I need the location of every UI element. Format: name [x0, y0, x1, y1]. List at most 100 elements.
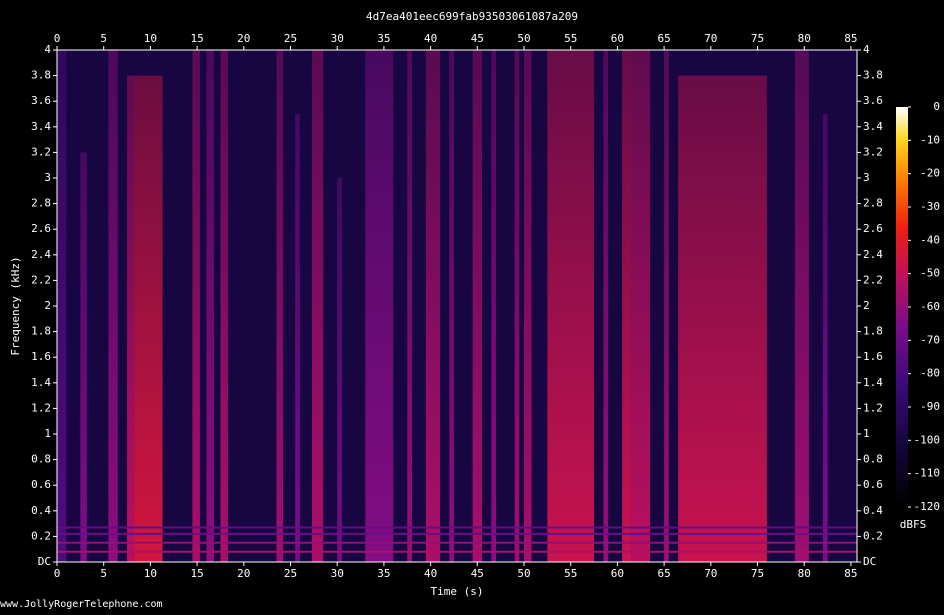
- y-tick-label: 2.2: [863, 273, 883, 286]
- chart-title: 4d7ea401eec699fab93503061087a209: [366, 10, 578, 23]
- y-tick-label: 2.8: [863, 197, 883, 210]
- y-tick-label: 0.6: [863, 478, 883, 491]
- x-tick-label: 45: [471, 567, 484, 580]
- x-tick-label: 65: [657, 32, 670, 45]
- colorbar-tick-label: -70: [920, 333, 940, 346]
- spectral-event: [407, 50, 412, 562]
- colorbar-tick-label: -40: [920, 233, 940, 246]
- y-tick-label: 3.2: [31, 145, 51, 158]
- x-tick-label: 65: [657, 567, 670, 580]
- colorbar-tick-label: -120: [914, 500, 941, 513]
- y-tick-label: 0.6: [31, 478, 51, 491]
- colorbar-label: dBFS: [900, 518, 927, 531]
- y-tick-label: 1.4: [863, 376, 883, 389]
- colorbar-tick-label: -60: [920, 300, 940, 313]
- colorbar-tick-label: -100: [914, 433, 941, 446]
- y-tick-label: 2: [863, 299, 870, 312]
- colorbar-tick-label: -80: [920, 367, 940, 380]
- x-tick-label: 20: [237, 567, 250, 580]
- y-tick-label: 2: [44, 299, 51, 312]
- y-tick-label: 2.8: [31, 197, 51, 210]
- x-tick-label: 10: [144, 32, 157, 45]
- spectral-event: [134, 75, 163, 562]
- spectral-event: [514, 50, 520, 562]
- colorbar-tick-label: -110: [914, 467, 941, 480]
- y-tick-label: 2.6: [863, 222, 883, 235]
- x-tick-label: 55: [564, 32, 577, 45]
- y-tick-label: 3.8: [863, 69, 883, 82]
- colorbar-tick-label: 0: [933, 100, 940, 113]
- y-tick-label: 3.4: [863, 120, 883, 133]
- plot-area: [57, 50, 857, 562]
- x-tick-label: 30: [331, 32, 344, 45]
- y-tick-label: 0.2: [863, 529, 883, 542]
- x-tick-label: 70: [704, 567, 717, 580]
- y-tick-label: 1.8: [863, 325, 883, 338]
- y-tick-label: 0.4: [31, 504, 51, 517]
- spectral-event: [206, 50, 214, 562]
- spectral-event: [57, 50, 67, 562]
- y-tick-label: 1.8: [31, 325, 51, 338]
- spectral-event: [425, 50, 440, 562]
- y-tick-label: DC: [38, 555, 51, 568]
- colorbar-tick-label: -20: [920, 167, 940, 180]
- x-tick-label: 50: [517, 32, 530, 45]
- spectral-event: [547, 50, 595, 562]
- x-tick-label: 80: [798, 567, 811, 580]
- y-tick-label: DC: [863, 555, 876, 568]
- spectral-event: [794, 50, 809, 562]
- colorbar-tick-label: -90: [920, 400, 940, 413]
- x-tick-label: 55: [564, 567, 577, 580]
- x-tick-label: 50: [517, 567, 530, 580]
- x-tick-label: 25: [284, 567, 297, 580]
- spectral-event: [603, 50, 609, 562]
- x-tick-label: 60: [611, 32, 624, 45]
- x-tick-label: 10: [144, 567, 157, 580]
- spectral-event: [822, 114, 828, 562]
- footer: www.JollyRogerTelephone.com: [0, 599, 163, 610]
- colorbar-tick-label: -30: [920, 200, 940, 213]
- spectral-event: [631, 50, 651, 562]
- y-tick-label: 1.4: [31, 376, 51, 389]
- x-tick-label: 80: [798, 32, 811, 45]
- y-tick-label: 1.6: [863, 350, 883, 363]
- x-tick-label: 75: [751, 32, 764, 45]
- y-tick-label: 3: [863, 171, 870, 184]
- y-tick-label: 1.2: [863, 401, 883, 414]
- y-tick-label: 4: [863, 43, 870, 56]
- x-tick-label: 40: [424, 567, 437, 580]
- y-tick-label: 2.2: [31, 273, 51, 286]
- y-tick-label: 0.2: [31, 529, 51, 542]
- spectral-event: [108, 50, 118, 562]
- y-tick-label: 3.6: [863, 94, 883, 107]
- spectral-event: [337, 178, 342, 562]
- x-tick-label: 25: [284, 32, 297, 45]
- y-tick-label: 0.4: [863, 504, 883, 517]
- y-tick-label: 4: [44, 43, 51, 56]
- x-tick-label: 15: [190, 32, 203, 45]
- y-tick-label: 1: [863, 427, 870, 440]
- x-tick-label: 0: [54, 32, 61, 45]
- y-tick-label: 2.6: [31, 222, 51, 235]
- x-tick-label: 45: [471, 32, 484, 45]
- spectral-event: [449, 50, 454, 562]
- colorbar-tick-label: -50: [920, 267, 940, 280]
- x-tick-label: 75: [751, 567, 764, 580]
- x-tick-label: 20: [237, 32, 250, 45]
- spectral-event: [524, 50, 532, 562]
- x-tick-label: 35: [377, 567, 390, 580]
- spectral-event: [622, 50, 632, 562]
- y-tick-label: 3.8: [31, 69, 51, 82]
- spectral-event: [220, 50, 228, 562]
- y-tick-label: 1.6: [31, 350, 51, 363]
- spectral-event: [80, 152, 87, 562]
- spectral-event: [472, 50, 482, 562]
- x-tick-label: 60: [611, 567, 624, 580]
- colorbar: [896, 107, 908, 507]
- y-tick-label: 3.6: [31, 94, 51, 107]
- x-tick-label: 35: [377, 32, 390, 45]
- x-tick-label: 30: [331, 567, 344, 580]
- spectral-event: [664, 50, 669, 562]
- x-tick-label: 0: [54, 567, 61, 580]
- y-tick-label: 2.4: [863, 248, 883, 261]
